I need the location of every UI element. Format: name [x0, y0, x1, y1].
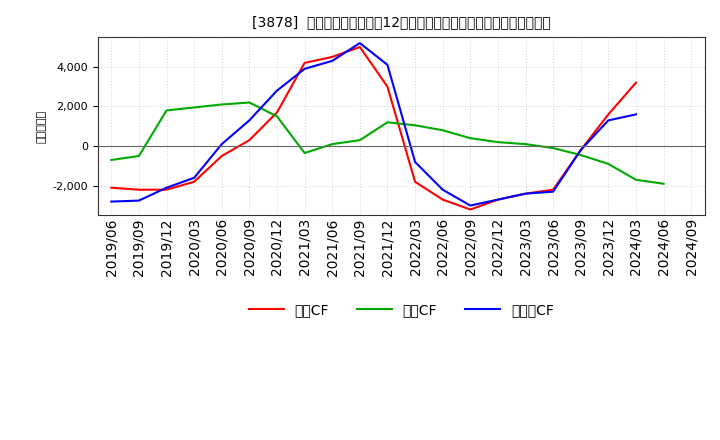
- フリーCF: [410, 159, 419, 165]
- フリーCF: [190, 175, 199, 180]
- 投資CF: [438, 128, 447, 133]
- 営業CF: [356, 44, 364, 50]
- フリーCF: [577, 147, 585, 153]
- Line: フリーCF: フリーCF: [112, 43, 636, 205]
- 投資CF: [383, 120, 392, 125]
- 営業CF: [466, 207, 474, 212]
- フリーCF: [438, 187, 447, 192]
- 営業CF: [577, 147, 585, 153]
- フリーCF: [245, 117, 253, 123]
- 営業CF: [383, 84, 392, 89]
- フリーCF: [273, 88, 282, 93]
- フリーCF: [494, 197, 503, 202]
- 営業CF: [245, 138, 253, 143]
- 投資CF: [245, 100, 253, 105]
- フリーCF: [217, 142, 226, 147]
- フリーCF: [521, 191, 530, 196]
- 営業CF: [410, 179, 419, 184]
- 営業CF: [217, 154, 226, 159]
- 営業CF: [107, 185, 116, 191]
- 営業CF: [135, 187, 143, 192]
- 営業CF: [328, 54, 336, 59]
- フリーCF: [300, 66, 309, 71]
- 投資CF: [217, 102, 226, 107]
- フリーCF: [549, 189, 557, 194]
- 投資CF: [190, 105, 199, 110]
- 投資CF: [494, 139, 503, 145]
- 営業CF: [438, 197, 447, 202]
- 投資CF: [660, 181, 668, 187]
- 投資CF: [300, 150, 309, 156]
- フリーCF: [135, 198, 143, 203]
- フリーCF: [162, 185, 171, 191]
- フリーCF: [383, 62, 392, 67]
- Line: 投資CF: 投資CF: [112, 103, 664, 184]
- 営業CF: [162, 187, 171, 192]
- Y-axis label: （百万円）: （百万円）: [37, 110, 47, 143]
- 投資CF: [549, 146, 557, 151]
- 投資CF: [273, 114, 282, 119]
- 営業CF: [273, 110, 282, 115]
- 投資CF: [107, 158, 116, 163]
- 投資CF: [577, 152, 585, 158]
- 投資CF: [328, 142, 336, 147]
- 投資CF: [135, 154, 143, 159]
- 営業CF: [631, 80, 640, 85]
- 営業CF: [549, 187, 557, 192]
- 投資CF: [604, 161, 613, 167]
- 投資CF: [631, 177, 640, 183]
- 営業CF: [494, 197, 503, 202]
- 営業CF: [300, 60, 309, 66]
- 投資CF: [466, 136, 474, 141]
- 投資CF: [410, 123, 419, 128]
- 営業CF: [604, 112, 613, 117]
- 投資CF: [162, 108, 171, 113]
- Line: 営業CF: 営業CF: [112, 47, 636, 209]
- 営業CF: [521, 191, 530, 196]
- フリーCF: [631, 112, 640, 117]
- Legend: 営業CF, 投資CF, フリーCF: 営業CF, 投資CF, フリーCF: [243, 297, 559, 323]
- フリーCF: [107, 199, 116, 204]
- 営業CF: [190, 179, 199, 184]
- 投資CF: [521, 142, 530, 147]
- フリーCF: [466, 203, 474, 208]
- フリーCF: [328, 58, 336, 63]
- フリーCF: [356, 40, 364, 46]
- Title: [3878]  キャッシュフローの12か月移動合計の対前年同期増減額の推移: [3878] キャッシュフローの12か月移動合計の対前年同期増減額の推移: [252, 15, 551, 29]
- 投資CF: [356, 138, 364, 143]
- フリーCF: [604, 117, 613, 123]
